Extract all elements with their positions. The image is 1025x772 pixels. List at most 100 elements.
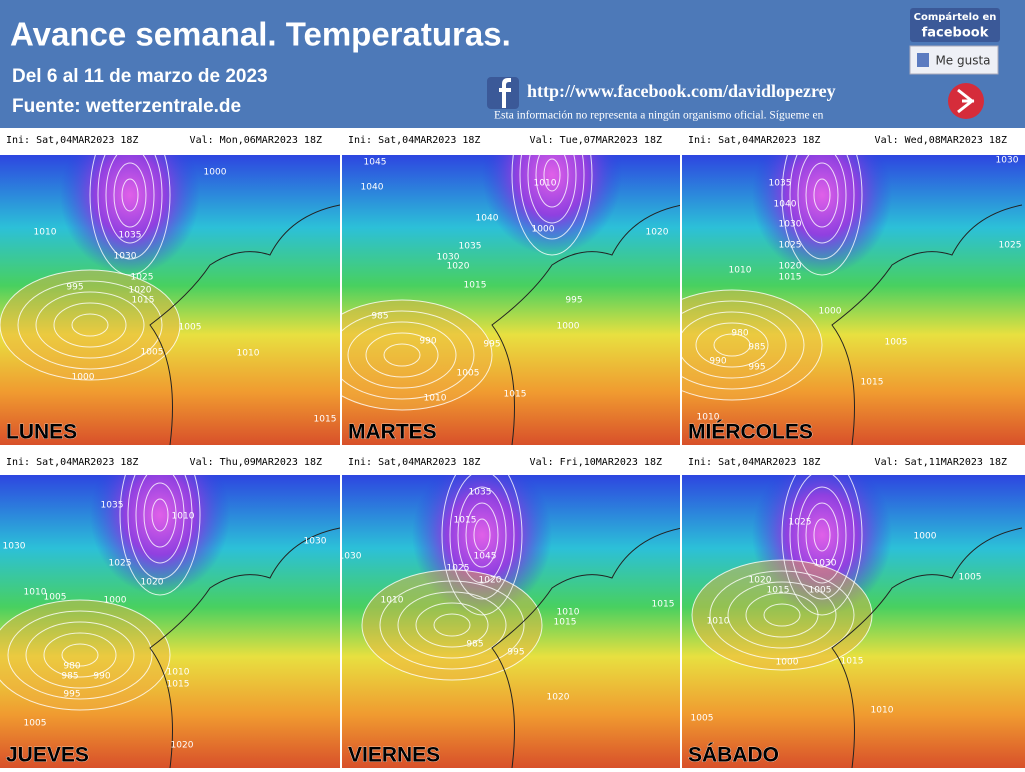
isobar-label: 1000 <box>776 658 799 668</box>
cold-core <box>90 475 230 595</box>
valid-time: Val: Wed,08MAR2023 18Z <box>875 135 1007 146</box>
isobar-label: 1010 <box>237 349 260 359</box>
forecast-panel: Ini: Sat,04MAR2023 18Z Val: Thu,09MAR2023… <box>0 450 340 768</box>
isobar-line <box>813 178 831 212</box>
isobar-label: 1010 <box>729 266 752 276</box>
share-badge[interactable] <box>910 8 1000 42</box>
isobar-label: 1015 <box>504 390 527 400</box>
isobar-label: 1005 <box>24 719 47 729</box>
init-time: Ini: Sat,04MAR2023 18Z <box>348 135 480 146</box>
isobar-line <box>342 299 493 411</box>
coastline <box>831 527 1023 768</box>
isobar-label: 1015 <box>652 600 675 610</box>
isobar-label: 1045 <box>474 552 497 562</box>
isobar-label: 1030 <box>339 552 362 562</box>
init-time: Ini: Sat,04MAR2023 18Z <box>6 135 138 146</box>
isobar-line <box>7 610 153 700</box>
forecast-panel: Ini: Sat,04MAR2023 18Z Val: Sat,11MAR2023… <box>682 450 1025 768</box>
isobar-label: 1015 <box>454 516 477 526</box>
init-time: Ini: Sat,04MAR2023 18Z <box>6 457 138 468</box>
isobar-label: 1030 <box>304 537 327 547</box>
cold-core <box>752 155 892 275</box>
day-label: JUEVES <box>6 744 89 767</box>
isobar-label: 1030 <box>3 542 26 552</box>
panel-header <box>342 450 680 475</box>
isobar-label: 1020 <box>547 693 570 703</box>
isobar-line <box>347 321 457 389</box>
isobar-line <box>119 475 201 596</box>
isobar-label: 995 <box>507 648 524 658</box>
isobar-label: 1020 <box>141 578 164 588</box>
isobar-label: 1020 <box>129 286 152 296</box>
isobar-label: 1015 <box>841 657 864 667</box>
isobar-line <box>35 291 145 359</box>
isobar-label: 995 <box>483 340 500 350</box>
isobar-label: 985 <box>371 312 388 322</box>
isobar-label: 1010 <box>697 413 720 423</box>
isobar-line <box>0 269 181 381</box>
isobar-label: 985 <box>61 672 78 682</box>
isobar-label: 1025 <box>447 564 470 574</box>
isobar-label: 1010 <box>424 394 447 404</box>
isobar-label: 1035 <box>459 242 482 252</box>
isobar-line <box>105 155 155 244</box>
day-label: MARTES <box>348 421 437 444</box>
isobar-line <box>113 162 147 228</box>
isobar-label: 1000 <box>557 322 580 332</box>
atlantic-low <box>682 290 822 400</box>
isobar-line <box>383 343 421 367</box>
coastline <box>491 204 680 445</box>
isobar-label: 1015 <box>464 281 487 291</box>
cold-core <box>752 475 892 615</box>
facebook-url[interactable]: http://www.facebook.com/davidlopezrey <box>527 81 836 101</box>
isobar-line <box>805 502 839 568</box>
isobar-label: 1015 <box>779 273 802 283</box>
valid-time: Val: Sat,11MAR2023 18Z <box>875 457 1007 468</box>
isobar-label: 1040 <box>774 200 797 210</box>
isobar-line <box>61 643 99 667</box>
thumb-icon <box>917 53 929 67</box>
isobar-line <box>0 599 171 711</box>
isobar-label: 1025 <box>779 241 802 251</box>
isobar-label: 995 <box>63 690 80 700</box>
isobar-label: 1020 <box>646 228 669 238</box>
isobar-line <box>682 300 805 390</box>
day-label: SÁBADO <box>688 744 779 767</box>
isobar-line <box>682 289 823 401</box>
valid-time: Val: Mon,06MAR2023 18Z <box>190 135 322 146</box>
isobar-line <box>797 486 847 584</box>
init-time: Ini: Sat,04MAR2023 18Z <box>688 135 820 146</box>
forecast-panel: Ini: Sat,04MAR2023 18Z Val: Fri,10MAR2023… <box>339 450 680 768</box>
isobar-label: 1010 <box>871 706 894 716</box>
isobar-line <box>397 591 507 659</box>
isobar-label: 1015 <box>861 378 884 388</box>
source: Fuente: wetterzentrale.de <box>12 96 241 117</box>
isobar-line <box>121 178 139 212</box>
isobar-label: 990 <box>93 672 110 682</box>
isobar-label: 1010 <box>534 179 557 189</box>
isobar-line <box>543 158 561 192</box>
isobar-label: 1015 <box>132 296 155 306</box>
isobar-label: 1030 <box>814 559 837 569</box>
isobar-line <box>365 332 439 378</box>
isobar-line <box>789 475 855 600</box>
isobar-label: 1005 <box>179 323 202 333</box>
isobar-line <box>789 155 855 260</box>
day-label: MIÉRCOLES <box>688 421 813 444</box>
coastline <box>491 527 680 768</box>
isobar-line <box>25 621 135 689</box>
isobar-label: 1020 <box>479 576 502 586</box>
isobar-label: 1030 <box>779 220 802 230</box>
isobar-line <box>727 581 837 649</box>
logo-mark <box>957 88 975 114</box>
isobar-line <box>53 302 127 348</box>
isobar-label: 1000 <box>819 307 842 317</box>
isobar-label: 1035 <box>119 231 142 241</box>
isobar-line <box>695 322 769 368</box>
isobar-label: 1030 <box>996 156 1019 166</box>
panel-header <box>0 128 340 155</box>
isobar-label: 1045 <box>364 158 387 168</box>
isobar-label: 995 <box>565 296 582 306</box>
